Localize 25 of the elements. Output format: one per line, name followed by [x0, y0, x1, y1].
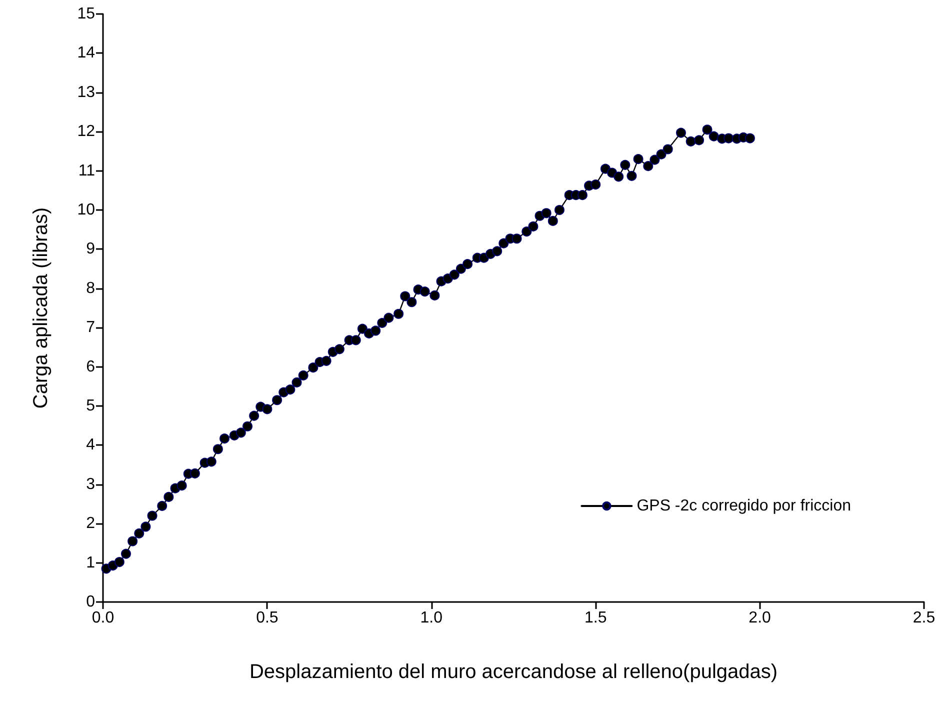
y-tick-label: 4	[86, 436, 96, 454]
y-tick-label: 6	[86, 358, 96, 376]
y-tick-label: 14	[77, 44, 96, 62]
x-tick-label: 0.5	[256, 610, 278, 626]
x-axis-title: Desplazamiento del muro acercandose al relleno(pulgadas)	[249, 661, 778, 683]
y-tick-label: 11	[78, 162, 96, 180]
y-tick-label: 1	[86, 554, 96, 572]
y-tick-label: 9	[86, 240, 96, 258]
x-tick-label: 0.0	[92, 610, 114, 626]
x-tick-label: 1.0	[420, 610, 443, 626]
y-tick-label: 5	[86, 398, 96, 414]
legend-label: GPS -2c corregido por friccion	[636, 498, 852, 514]
y-tick-label: 3	[86, 476, 96, 493]
y-tick-label: 15	[77, 6, 96, 22]
y-tick-label: 10	[77, 202, 96, 218]
y-tick-label: 12	[77, 123, 96, 140]
y-tick-label: 8	[86, 280, 96, 297]
x-tick-label: 1.5	[584, 610, 607, 626]
y-axis-title: Carga aplicada (libras)	[30, 207, 52, 409]
x-tick-label: 2.5	[912, 610, 936, 626]
y-tick-label: 0	[86, 594, 96, 610]
y-tick-label: 2	[86, 515, 96, 532]
x-tick-label: 2.0	[748, 610, 772, 626]
y-tick-label: 13	[77, 84, 96, 101]
y-tick-label: 7	[86, 319, 96, 336]
